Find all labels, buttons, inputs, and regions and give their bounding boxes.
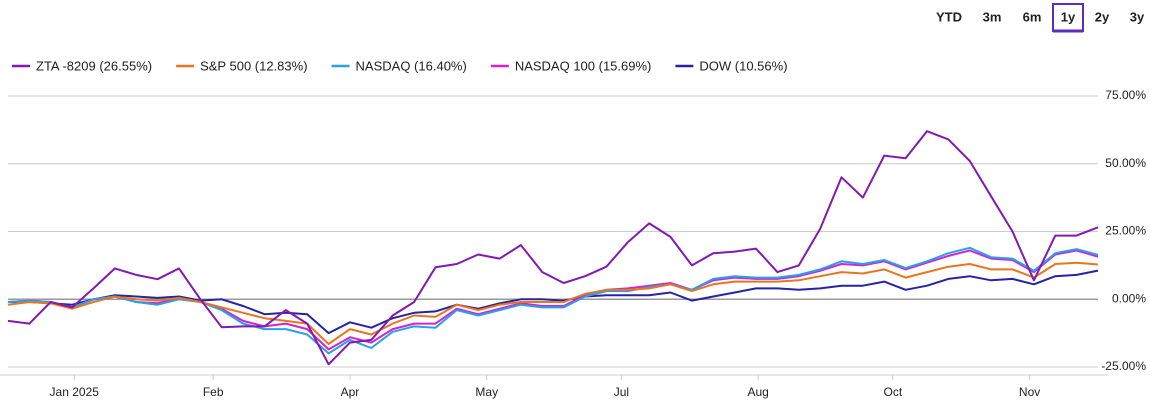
series-line — [7, 261, 1099, 345]
range-button[interactable]: 2y — [1095, 9, 1110, 24]
y-tick-label: 50.00% — [1105, 156, 1146, 170]
y-tick-label: -25.00% — [1101, 359, 1146, 373]
x-tick-label: Feb — [203, 385, 224, 399]
x-tick-label: Apr — [341, 385, 360, 399]
legend-label: NASDAQ 100 (15.69%) — [515, 58, 652, 73]
range-button[interactable]: 3m — [983, 9, 1002, 24]
x-tick-label: Oct — [883, 385, 902, 399]
legend-label: DOW (10.56%) — [699, 58, 787, 73]
x-tick-label: Jan 2025 — [50, 385, 100, 399]
range-button[interactable]: 3y — [1130, 9, 1145, 24]
y-tick-label: 25.00% — [1105, 224, 1146, 238]
range-button[interactable]: 6m — [1023, 9, 1042, 24]
series-line — [8, 269, 1099, 335]
x-tick-label: May — [475, 385, 498, 399]
x-tick-label: Jul — [614, 385, 629, 399]
series-line — [7, 130, 1099, 366]
y-tick-label: 75.00% — [1105, 88, 1146, 102]
x-tick-label: Aug — [747, 385, 768, 399]
legend-label: S&P 500 (12.83%) — [200, 58, 307, 73]
range-button[interactable]: YTD — [936, 9, 962, 24]
range-button[interactable]: 1y — [1061, 9, 1076, 24]
x-tick-label: Nov — [1019, 385, 1040, 399]
y-tick-label: 0.00% — [1112, 291, 1146, 305]
legend-label: ZTA -8209 (26.55%) — [36, 58, 152, 73]
legend-label: NASDAQ (16.40%) — [356, 58, 467, 73]
